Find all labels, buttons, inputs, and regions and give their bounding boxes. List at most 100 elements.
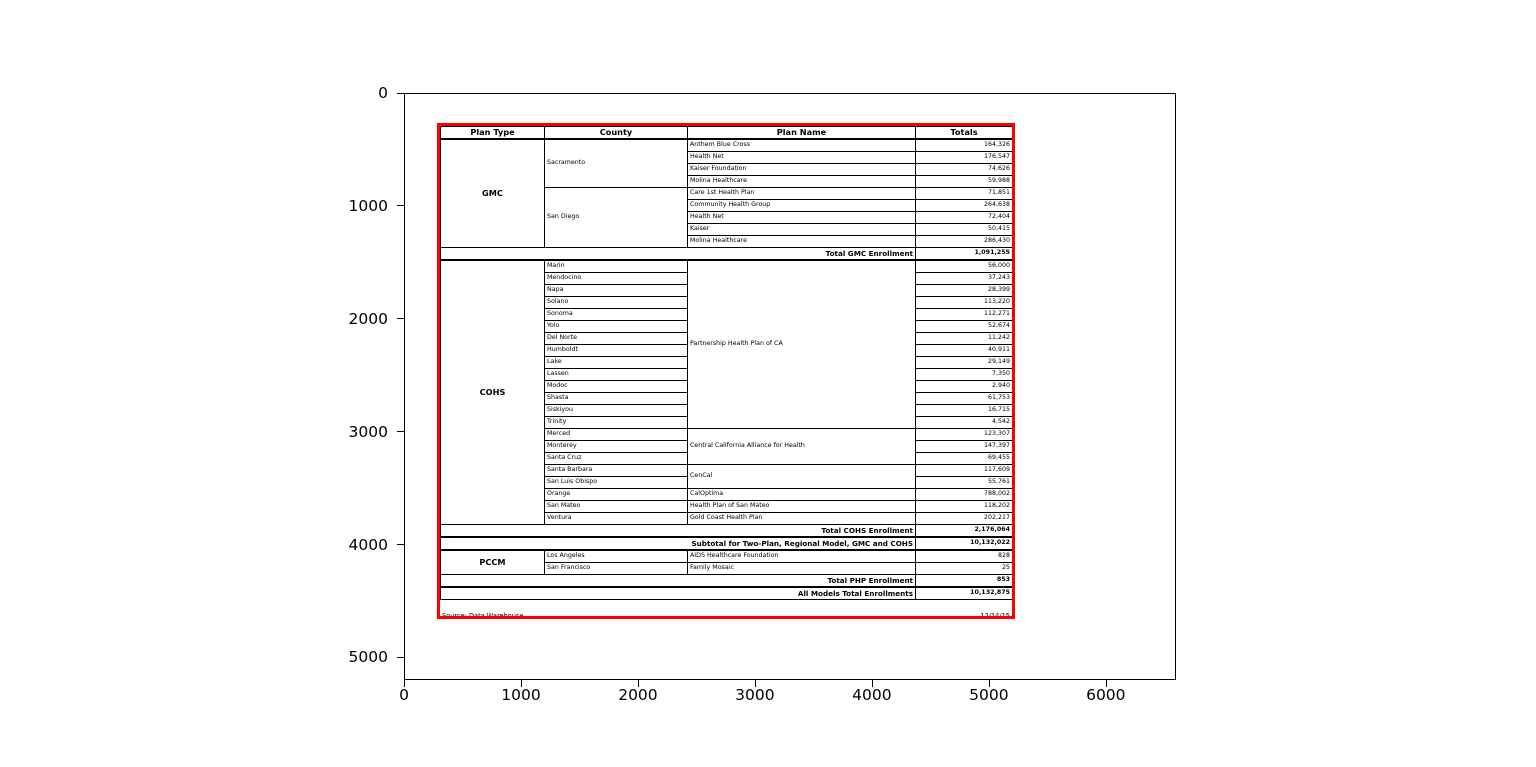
y-tick-mark <box>397 431 404 433</box>
x-tick-label: 5000 <box>969 686 1009 704</box>
table-row: PCCM Los Angeles AIDS Healthcare Foundatio… <box>440 549 1013 575</box>
county-cell: Del Norte <box>544 332 688 345</box>
enrollment-report-document: Plan Type County Plan Name Totals GMC Sac… <box>440 126 1013 624</box>
total-cell: 7,350 <box>915 368 1013 381</box>
table-row: Humboldt 40,911 <box>441 344 1013 357</box>
total-cell: 264,638 <box>915 199 1013 212</box>
county-cell: Ventura <box>544 512 688 525</box>
table-body: GMC Sacramento Anthem Blue Cross 164,326 Hea… <box>440 138 1013 600</box>
y-tick-mark <box>397 92 404 94</box>
enrollment-table: Plan Type County Plan Name Totals GMC Sac… <box>440 126 1013 600</box>
plan-name-cell: Anthem Blue Cross <box>687 138 916 152</box>
subtotal-value: 2,176,064 <box>915 524 1013 538</box>
total-cell: 55,761 <box>915 476 1013 489</box>
total-cell: 788,002 <box>915 488 1013 501</box>
total-cell: 113,220 <box>915 296 1013 309</box>
subtotal-row: Total PHP Enrollment 853 <box>440 574 1013 588</box>
total-cell: 56,000 <box>915 259 1013 273</box>
x-tick-mark <box>754 680 756 687</box>
county-cell: Marin <box>544 259 688 273</box>
county-cell: Shasta <box>544 392 688 405</box>
total-cell: 117,609 <box>915 464 1013 477</box>
y-tick-label: 3000 <box>348 422 388 441</box>
plan-name-cell: Care 1st Health Plan <box>687 187 916 200</box>
x-tick-mark <box>1105 680 1107 687</box>
x-tick-label: 1000 <box>501 686 541 704</box>
table-row: COHS Marin Partnership Health Plan of CA 56… <box>440 259 1013 525</box>
plan-name-cell: Central California Alliance for Health <box>687 428 916 465</box>
table-row: San Francisco Family Mosaic 25 <box>441 562 1013 575</box>
total-cell: 69,455 <box>915 452 1013 465</box>
header-totals: Totals <box>915 126 1013 140</box>
table-row: Ventura Gold Coast Health Plan 202,217 <box>441 512 1013 525</box>
total-cell: 50,415 <box>915 223 1013 236</box>
subtotal-label: Total GMC Enrollment <box>440 247 916 261</box>
table-row: Sonoma 112,271 <box>441 308 1013 321</box>
county-cell: Santa Cruz <box>544 452 688 465</box>
x-tick-label: 3000 <box>735 686 775 704</box>
total-cell: 828 <box>915 549 1013 563</box>
y-tick-label: 1000 <box>348 196 388 215</box>
table-row: Yolo 52,674 <box>441 320 1013 333</box>
plan-name-cell: Molina Healthcare <box>687 175 916 188</box>
plan-name-cell: Health Plan of San Mateo <box>687 500 916 513</box>
x-tick-mark <box>988 680 990 687</box>
county-cell: San Mateo <box>544 500 688 513</box>
total-cell: 4,542 <box>915 416 1013 429</box>
table-row: Health Net 72,404 <box>441 211 1013 224</box>
plan-name-cell: Health Net <box>687 211 916 224</box>
x-tick-mark <box>637 680 639 687</box>
county-cell: Modoc <box>544 380 688 393</box>
total-cell: 72,404 <box>915 211 1013 224</box>
y-tick-mark <box>397 318 404 320</box>
total-cell: 16,715 <box>915 404 1013 417</box>
total-cell: 118,202 <box>915 500 1013 513</box>
total-cell: 28,399 <box>915 284 1013 297</box>
source-label: Source: Data Warehouse <box>442 612 524 620</box>
county-cell: Lassen <box>544 368 688 381</box>
county-cell: Orange <box>544 488 688 501</box>
total-cell: 71,851 <box>915 187 1013 200</box>
table-row: Health Net 176,547 <box>441 151 1013 164</box>
x-tick-label: 4000 <box>852 686 892 704</box>
county-cell: Trinity <box>544 416 688 429</box>
table-row: Molina Healthcare 286,430 <box>441 235 1013 248</box>
plan-type-cell: PCCM <box>440 549 545 575</box>
total-cell: 40,911 <box>915 344 1013 357</box>
x-tick-mark <box>520 680 522 687</box>
county-cell: Merced <box>544 428 688 441</box>
county-cell: San Luis Obispo <box>544 476 688 489</box>
y-tick-label: 4000 <box>348 535 388 554</box>
grand-subtotal-label: Subtotal for Two-Plan, Regional Model, G… <box>440 536 916 551</box>
total-cell: 147,397 <box>915 440 1013 453</box>
total-cell: 286,430 <box>915 235 1013 248</box>
county-cell: Yolo <box>544 320 688 333</box>
subtotal-value: 853 <box>915 574 1013 588</box>
plan-name-cell: Kaiser Foundation <box>687 163 916 176</box>
county-cell: Lake <box>544 356 688 369</box>
county-cell: Mendocino <box>544 272 688 285</box>
plan-name-cell: Health Net <box>687 151 916 164</box>
table-row: Lassen 7,350 <box>441 368 1013 381</box>
grand-total-label: All Models Total Enrollments <box>440 586 916 600</box>
source-date: 12/14/15 <box>980 612 1010 620</box>
county-cell: Humboldt <box>544 344 688 357</box>
x-tick-label: 2000 <box>618 686 658 704</box>
y-tick-mark <box>397 205 404 207</box>
county-cell: San Francisco <box>544 562 688 575</box>
grand-total-value: 10,132,875 <box>915 586 1013 600</box>
y-tick-mark <box>397 656 404 658</box>
plan-name-cell: Family Mosaic <box>687 562 916 575</box>
header-county: County <box>544 126 688 140</box>
table-header-row: Plan Type County Plan Name Totals <box>440 126 1013 140</box>
subtotal-value: 1,091,255 <box>915 247 1013 261</box>
total-cell: 176,547 <box>915 151 1013 164</box>
y-tick-label: 2000 <box>348 309 388 328</box>
table-row: Mendocino 37,243 <box>441 272 1013 285</box>
plan-name-cell: Kaiser <box>687 223 916 236</box>
total-cell: 59,988 <box>915 175 1013 188</box>
table-row: Molina Healthcare 59,988 <box>441 175 1013 188</box>
